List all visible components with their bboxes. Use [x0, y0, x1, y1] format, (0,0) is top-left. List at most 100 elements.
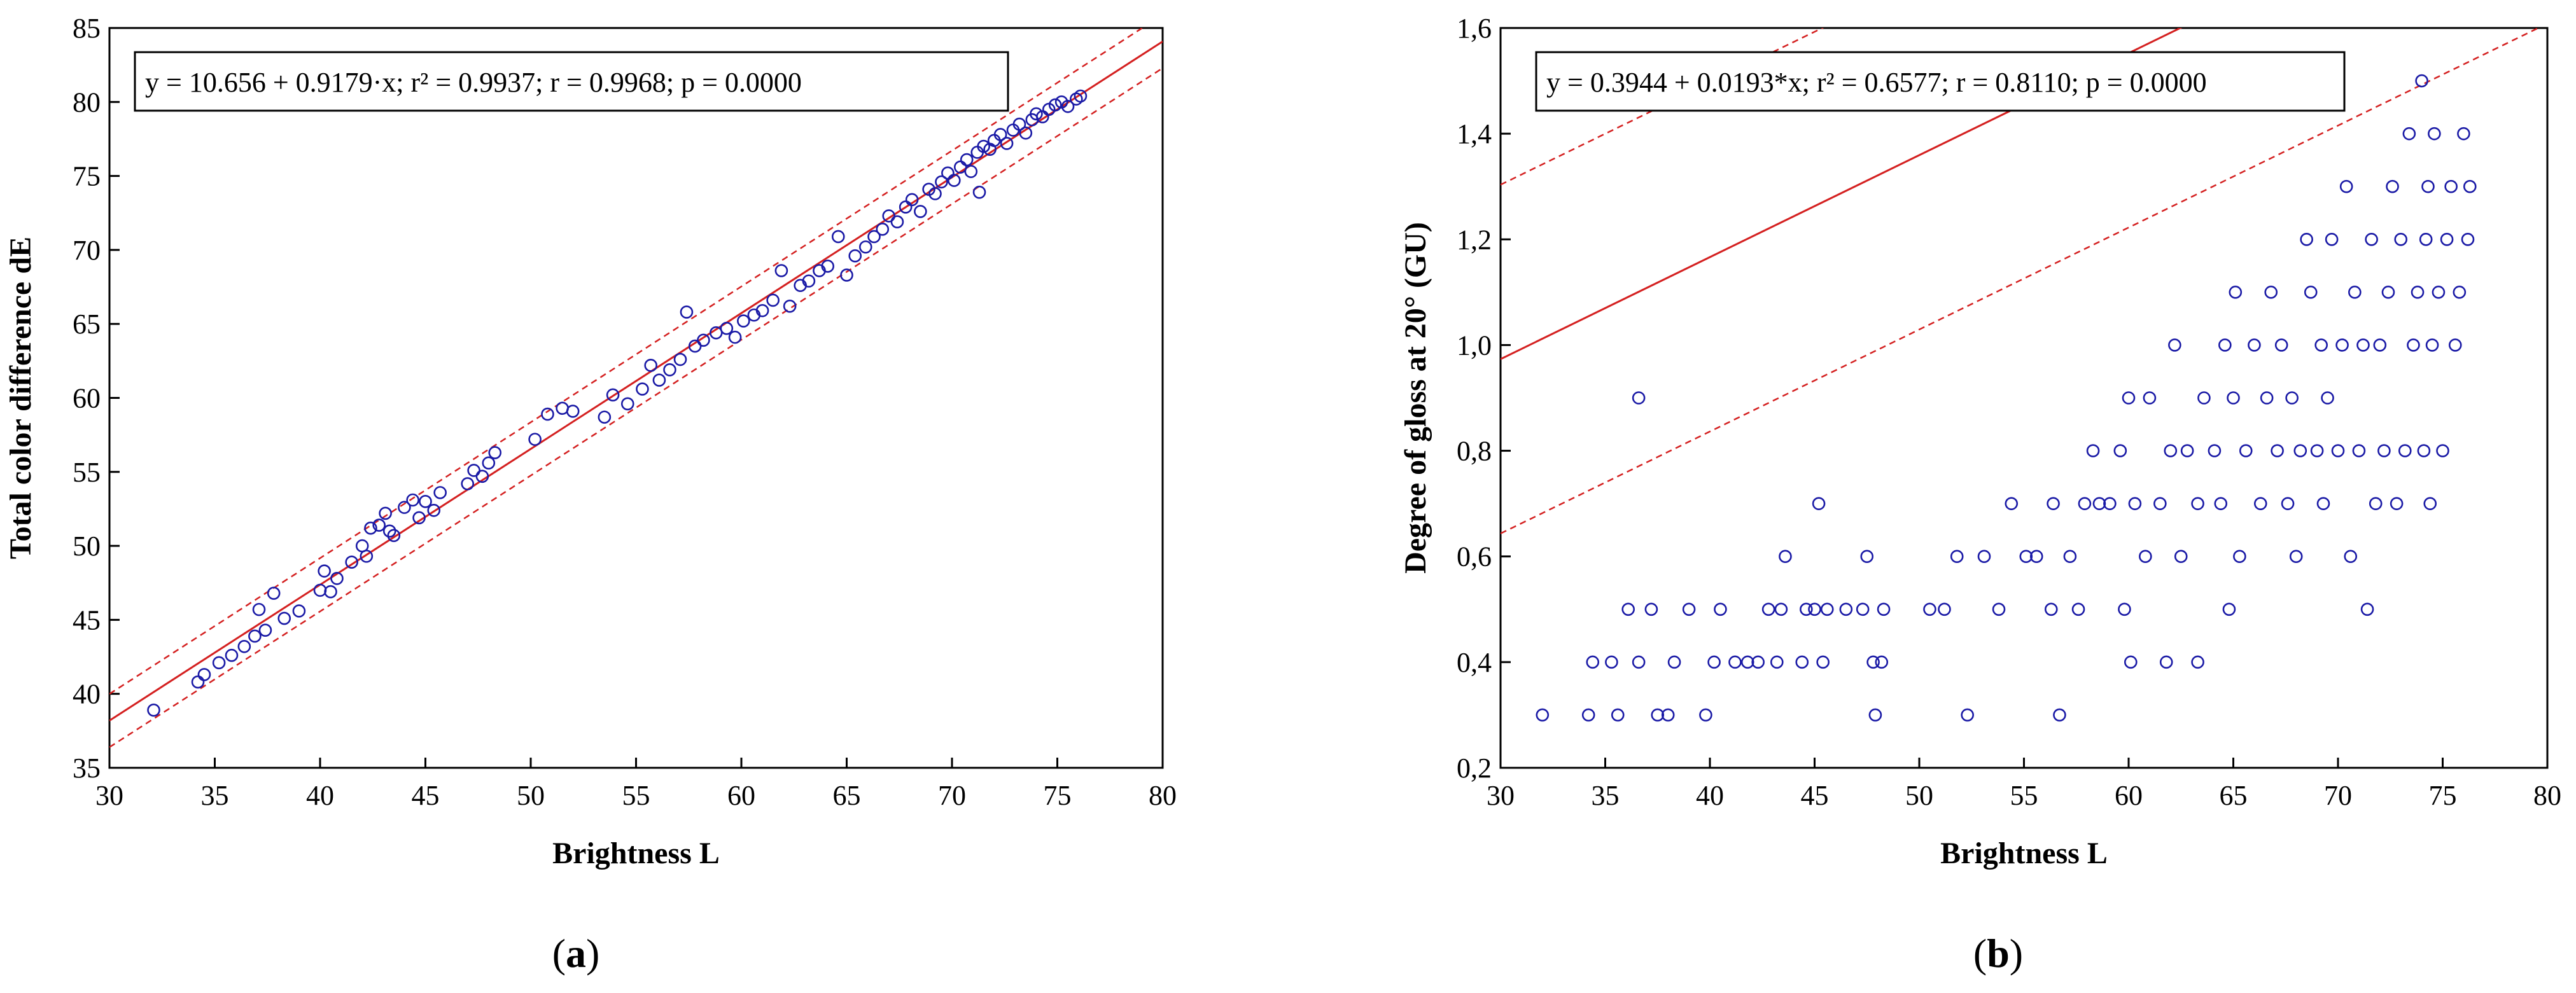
- y-axis-label: Degree of gloss at 20° (GU): [1399, 222, 1432, 574]
- data-point: [774, 264, 788, 277]
- data-point: [2005, 497, 2019, 510]
- data-point: [1808, 602, 1821, 616]
- data-point: [663, 363, 676, 377]
- data-point: [935, 175, 948, 189]
- panel-label: (a): [552, 931, 600, 976]
- data-point: [802, 274, 816, 288]
- panel-label-close: ): [586, 931, 599, 976]
- panel-b: 30 35 40 45 50 55 60 65 70 75 80 0,2 0,4 0,6 0,8 1,0 1,2…: [1399, 13, 2561, 976]
- data-points: [147, 89, 1088, 717]
- data-point: [2310, 444, 2324, 457]
- y-tick-label: 1,0: [1457, 330, 1492, 361]
- data-point: [2293, 444, 2307, 457]
- data-point: [960, 153, 974, 167]
- data-point: [697, 333, 710, 347]
- data-point: [2227, 391, 2240, 405]
- data-point: [1868, 708, 1882, 722]
- data-point: [267, 587, 281, 600]
- data-point: [2373, 338, 2387, 352]
- data-point: [2264, 286, 2278, 299]
- data-point: [541, 407, 554, 421]
- data-point: [2168, 338, 2181, 352]
- data-point: [528, 433, 542, 446]
- y-tick-label: 75: [73, 161, 101, 192]
- data-point: [2053, 708, 2066, 722]
- data-point: [1860, 550, 1874, 564]
- y-tick-label: 1,2: [1457, 224, 1492, 255]
- x-tick-label: 40: [306, 780, 334, 811]
- data-point: [2436, 444, 2449, 457]
- data-point: [1061, 99, 1075, 113]
- data-point: [2331, 444, 2345, 457]
- data-point: [2281, 497, 2295, 510]
- data-point: [324, 585, 337, 599]
- data-point: [387, 529, 401, 543]
- data-point: [680, 305, 694, 319]
- y-tick-label: 0,2: [1457, 753, 1492, 784]
- data-point: [1977, 550, 1991, 564]
- data-point: [1992, 602, 2006, 616]
- x-tick-label: 40: [1696, 780, 1724, 811]
- data-point: [1779, 550, 1792, 564]
- data-point: [1605, 655, 1618, 669]
- data-point: [1812, 497, 1826, 510]
- data-point: [2271, 444, 2284, 457]
- panel-label-close: ): [2010, 931, 2023, 976]
- data-point: [858, 240, 872, 254]
- data-point: [2180, 444, 2194, 457]
- data-point: [783, 299, 797, 313]
- x-tick-label: 75: [2429, 780, 2457, 811]
- y-tick-label: 0,6: [1457, 541, 1492, 573]
- y-tick-label: 85: [73, 13, 101, 44]
- x-tick-label: 65: [833, 780, 861, 811]
- data-point: [2078, 497, 2092, 510]
- data-point: [419, 495, 432, 508]
- data-point: [941, 166, 955, 180]
- data-point: [2274, 338, 2288, 352]
- x-tick-label: 35: [1592, 780, 1620, 811]
- y-axis-label: Total color difference dE: [4, 237, 38, 559]
- data-point: [1707, 655, 1721, 669]
- data-point: [379, 506, 392, 520]
- data-point: [2019, 550, 2033, 564]
- y-tick-label: 1,6: [1457, 13, 1492, 44]
- data-point: [2348, 286, 2362, 299]
- data-point: [2394, 232, 2407, 246]
- data-point: [2239, 444, 2253, 457]
- data-point: [488, 446, 502, 459]
- data-point: [1048, 98, 1062, 112]
- data-point: [2463, 179, 2477, 193]
- x-tick-label: 55: [622, 780, 650, 811]
- equation-text: y = 10.656 + 0.9179·x; r² = 0.9937; r = …: [145, 67, 802, 98]
- data-point: [948, 174, 961, 187]
- data-point: [2218, 338, 2232, 352]
- data-point: [2432, 286, 2446, 299]
- data-point: [1740, 655, 1754, 669]
- data-point: [1699, 708, 1712, 722]
- y-tick-label: 60: [73, 383, 101, 414]
- data-point: [1795, 655, 1809, 669]
- data-point: [2419, 232, 2433, 246]
- data-point: [2316, 497, 2330, 510]
- data-point: [2457, 127, 2470, 141]
- data-point: [382, 524, 396, 538]
- data-point: [914, 205, 927, 218]
- data-point: [2444, 179, 2458, 193]
- data-point: [2164, 444, 2178, 457]
- data-point: [598, 410, 612, 424]
- data-point: [2453, 286, 2467, 299]
- data-point: [330, 571, 344, 585]
- data-point: [2113, 444, 2127, 457]
- data-point: [566, 405, 580, 418]
- data-point: [191, 675, 205, 689]
- x-tick-label: 50: [517, 780, 545, 811]
- data-point: [2029, 550, 2043, 564]
- data-point: [821, 260, 835, 273]
- data-point: [2421, 179, 2435, 193]
- y-tick-label: 1,4: [1457, 118, 1492, 149]
- data-point: [1761, 602, 1775, 616]
- x-tick-label: 65: [2220, 780, 2248, 811]
- data-point: [2044, 602, 2058, 616]
- data-point: [2174, 550, 2188, 564]
